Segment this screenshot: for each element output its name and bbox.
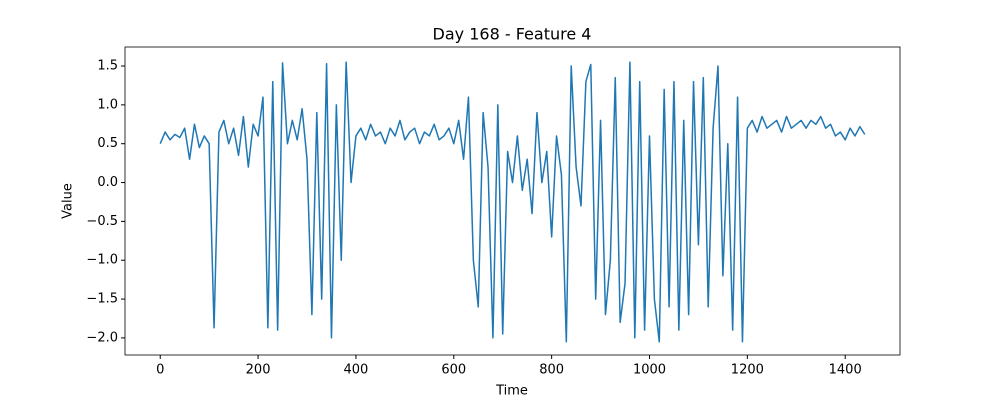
y-tick-label: −0.5 bbox=[86, 214, 118, 229]
y-tick-label: 0.5 bbox=[97, 136, 118, 151]
y-tick-label: 1.0 bbox=[97, 97, 118, 112]
data-line bbox=[159, 61, 866, 343]
x-tick-label: 200 bbox=[246, 363, 271, 378]
y-tick-label: 1.5 bbox=[97, 59, 118, 74]
x-tick-label: 400 bbox=[344, 363, 369, 378]
y-tick-label: 0.0 bbox=[97, 175, 118, 190]
y-tick-label: −1.0 bbox=[86, 253, 118, 268]
x-tick-label: 1200 bbox=[731, 363, 764, 378]
plot-frame bbox=[124, 46, 901, 356]
y-tick-label: −2.0 bbox=[86, 330, 118, 345]
y-axis-label: Value bbox=[61, 183, 76, 219]
x-tick-label: 800 bbox=[539, 363, 564, 378]
x-axis-label: Time bbox=[495, 384, 528, 399]
x-tick-label: 0 bbox=[156, 363, 164, 378]
x-tick-label: 1000 bbox=[633, 363, 666, 378]
x-tick-label: 600 bbox=[441, 363, 466, 378]
x-tick-label: 1400 bbox=[829, 363, 862, 378]
y-tick-label: −1.5 bbox=[86, 292, 118, 307]
chart-title: Day 168 - Feature 4 bbox=[433, 25, 592, 44]
